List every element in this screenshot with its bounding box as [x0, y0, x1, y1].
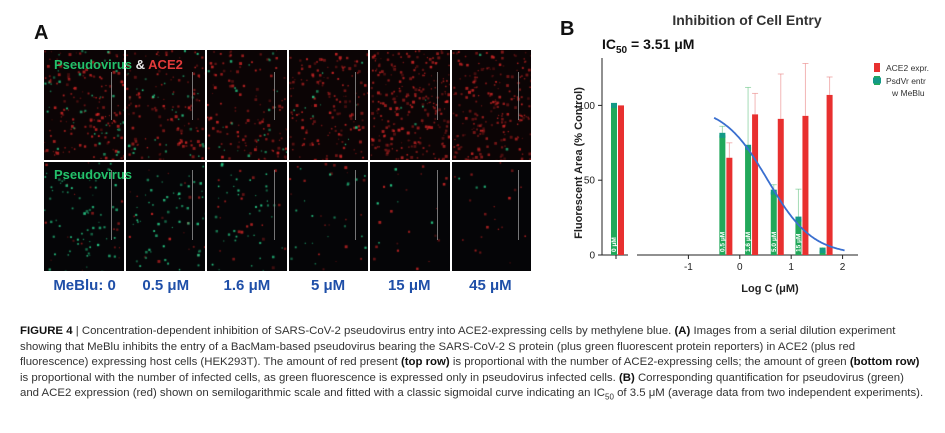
green-bar	[611, 105, 617, 256]
micrograph-top-5	[451, 50, 531, 160]
caption-text-2: Images from a serial dilution experiment…	[20, 325, 896, 369]
red-bar	[752, 114, 759, 255]
scale-bar	[436, 169, 438, 240]
micrograph-bottom-5	[451, 161, 531, 271]
top-row-label-red: ACE2	[148, 57, 183, 72]
concentration-label: 1.6 μM	[223, 277, 271, 294]
chart-legend: ACE2 expr. PsdVr entr w MeBlu	[873, 63, 929, 98]
legend-marker-psdvr	[873, 77, 881, 84]
concentration-label: MeBlu: 0	[53, 277, 116, 294]
top-row-label: Pseudovirus & ACE2	[54, 57, 183, 72]
scale-bar	[518, 72, 519, 120]
micrograph-grid	[44, 50, 531, 271]
caption-text-5: Corresponding quantification for pseudov…	[20, 371, 904, 400]
red-bar	[618, 105, 624, 256]
scale-bar	[110, 169, 112, 240]
green-bar	[719, 135, 726, 255]
y-tick-label: 0	[589, 251, 595, 262]
y-tick-label: 100	[578, 101, 595, 112]
scale-bar	[436, 72, 438, 120]
caption-a-label: (A)	[674, 325, 691, 337]
panel-a-letter: A	[34, 22, 49, 44]
ic50-sub: 50	[616, 45, 628, 56]
concentration-label: 45 μM	[469, 277, 512, 294]
bottom-row-label: Pseudovirus	[54, 167, 132, 182]
legend-label-psdvr-line1: PsdVr entr	[886, 76, 926, 86]
concentration-labels: MeBlu: 0 0.5 μM 1.6 μM 5 μM 15 μM 45 μM	[44, 277, 531, 294]
micrograph-top-1	[125, 50, 205, 160]
ic50-text: IC	[602, 36, 616, 52]
ic50-value: = 3.51 μM	[627, 36, 694, 52]
green-bar	[770, 192, 777, 255]
scale-bar	[518, 169, 519, 240]
scale-bar	[355, 169, 356, 240]
x-tick-label: 2	[840, 262, 846, 273]
caption-text-1: Concentration-dependent inhibition of SA…	[81, 325, 675, 337]
x-tick-label: -1	[684, 262, 693, 273]
concentration-label: 5 μM	[310, 277, 346, 294]
top-row-label-amp: &	[132, 57, 149, 72]
caption-text-4: is proportional with the number of infec…	[20, 371, 619, 384]
x-tick-label: 0	[737, 262, 743, 273]
bar-label: 5.0 μM	[771, 232, 778, 252]
caption-separator: |	[72, 325, 82, 337]
y-axis-label: Fluorescent Area (% Control)	[573, 87, 585, 239]
red-bar	[726, 157, 733, 255]
fit-data-point	[819, 248, 826, 254]
caption-ic-sub: 50	[605, 392, 614, 402]
concentration-label: 0.5 μM	[142, 277, 190, 294]
micrograph-top-0	[44, 50, 124, 160]
bar-label: 0.5 μM	[719, 232, 726, 252]
legend-swatch-ace2	[874, 63, 880, 72]
scale-bar	[192, 169, 193, 240]
legend-label-ace2: ACE2 expr.	[886, 63, 929, 73]
y-tick-label: 50	[584, 176, 596, 187]
bar-label: 1.6 μM	[745, 232, 752, 252]
caption-top-row: (top row)	[400, 356, 450, 369]
panel-b-letter: B	[560, 18, 574, 40]
bar-label: 0 μM	[611, 237, 618, 252]
red-bar	[826, 94, 833, 255]
ic50-annotation: IC50 = 3.51 μM	[602, 36, 694, 56]
caption-bottom-row: (bottom row)	[849, 356, 920, 369]
fit-data-point	[745, 144, 752, 150]
caption-text-6: of 3.5 μM (average data from two indepen…	[613, 387, 924, 400]
scale-bar	[355, 72, 356, 120]
green-bar	[745, 147, 752, 255]
red-bar	[777, 118, 784, 255]
micrograph-bottom-4	[370, 161, 450, 271]
caption-figure-label: FIGURE 4	[20, 325, 73, 337]
micrograph-top-3	[288, 50, 368, 160]
bar-label: 15 μM	[795, 234, 802, 252]
green-bar	[795, 219, 802, 255]
scale-bar	[110, 72, 112, 120]
caption-text-3: is proportional with the number of ACE2-…	[449, 356, 850, 369]
bottom-row-label-text: Pseudovirus	[54, 167, 133, 182]
red-bar	[802, 115, 809, 255]
figure-caption: FIGURE 4 | Concentration-dependent inhib…	[20, 324, 925, 405]
micrograph-bottom-0	[44, 161, 124, 271]
micrograph-top-4	[370, 50, 450, 160]
fit-data-point	[795, 216, 802, 222]
micrograph-bottom-1	[125, 161, 205, 271]
scale-bar	[192, 72, 193, 120]
x-tick-label: 1	[788, 262, 794, 273]
chart-title: Inhibition of Cell Entry	[672, 12, 822, 28]
scale-bar	[273, 169, 275, 240]
x-axis-label: Log C (μM)	[741, 283, 799, 295]
micrograph-bottom-2	[207, 161, 287, 271]
fit-data-point	[719, 132, 726, 138]
concentration-label: 15 μM	[387, 277, 431, 294]
caption-b-label: (B)	[618, 371, 635, 384]
micrograph-top-2	[207, 50, 287, 160]
legend-label-psdvr-line2: w MeBlu	[891, 88, 925, 98]
micrograph-bottom-3	[288, 161, 368, 271]
fit-data-point	[611, 102, 617, 108]
top-row-label-green: Pseudovirus	[54, 57, 133, 72]
fit-data-point	[770, 189, 777, 195]
sigmoid-fit-curve	[713, 116, 845, 252]
scale-bar	[273, 72, 275, 120]
ic50-chart: B Inhibition of Cell Entry IC50 = 3.51 μ…	[560, 12, 929, 295]
